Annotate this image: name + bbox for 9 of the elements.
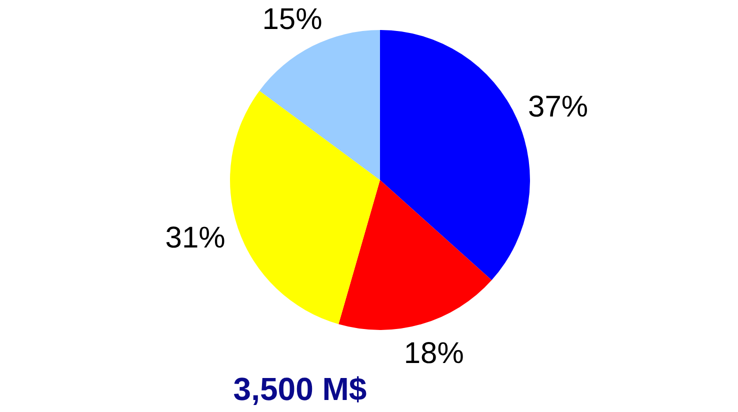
pie-slice (338, 180, 492, 330)
data-label: 18% (404, 336, 464, 370)
data-label: 37% (528, 90, 588, 124)
data-label: 15% (262, 3, 322, 36)
pie-slice (380, 30, 530, 280)
pie-slice (259, 30, 380, 180)
pie-slice (230, 90, 380, 324)
data-label: 31% (165, 222, 226, 255)
text: 3,500 M$ (233, 371, 367, 407)
